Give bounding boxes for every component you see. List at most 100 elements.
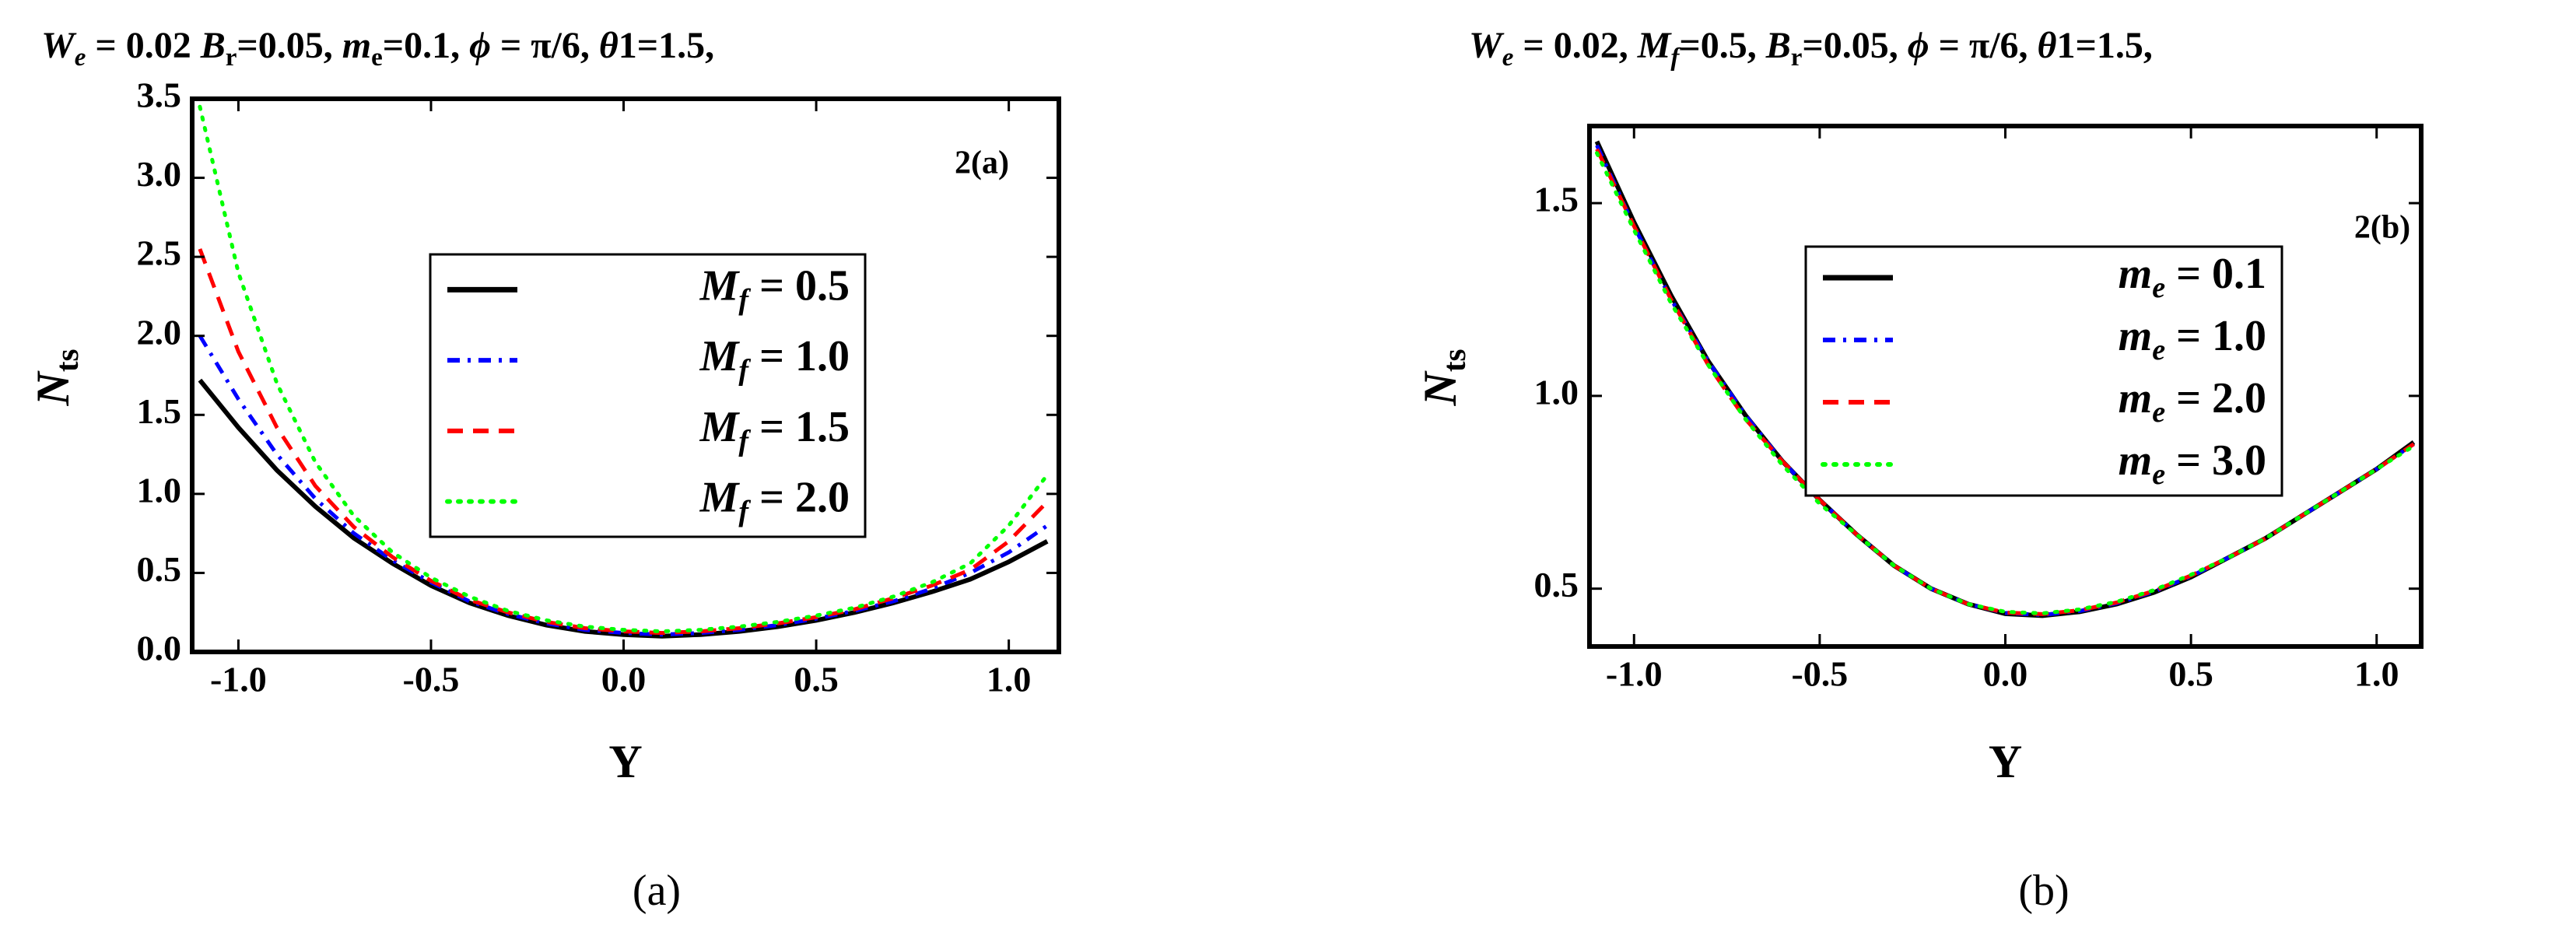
text-segment: = 0.1 xyxy=(2165,250,2266,298)
text-segment: ϕ xyxy=(469,25,491,66)
text-segment: e xyxy=(1502,44,1514,72)
text-segment: B xyxy=(200,25,226,66)
legend-box xyxy=(429,253,867,538)
legend-label: Mf = 1.0 xyxy=(699,332,850,387)
text-segment: m xyxy=(2119,436,2153,485)
x-tick-label: 0.5 xyxy=(2168,654,2213,694)
text-segment: = 1.0 xyxy=(748,332,850,380)
text-segment: e xyxy=(2152,396,2165,429)
text-segment: = 2.0 xyxy=(2165,374,2266,422)
y-tick-label: 1.5 xyxy=(1534,180,1579,219)
text-segment: f xyxy=(1670,44,1681,72)
text-segment: W xyxy=(1469,25,1505,66)
y-axis-label: Nts xyxy=(27,349,86,407)
x-tick-label: 0.0 xyxy=(1983,654,2028,694)
x-tick-label: 0.0 xyxy=(601,660,647,699)
legend-box xyxy=(1804,245,2283,497)
panel-annotation: 2(a) xyxy=(955,145,1009,181)
text-segment: θ xyxy=(2038,25,2057,66)
text-segment: N xyxy=(1414,370,1466,406)
data-line xyxy=(198,248,1049,636)
panel-caption: (a) xyxy=(633,867,681,915)
text-segment: =0.05, xyxy=(1802,25,1907,66)
legend-label: me = 0.1 xyxy=(2119,250,2266,304)
y-tick-label: 1.5 xyxy=(137,391,182,431)
text-segment: e xyxy=(371,44,383,72)
x-axis-label: Y xyxy=(1989,736,2022,787)
text-segment: r xyxy=(226,44,237,72)
text-segment: W xyxy=(41,25,77,66)
text-segment: e xyxy=(75,44,86,72)
text-segment: e xyxy=(2152,272,2165,304)
text-segment: M xyxy=(699,332,741,380)
text-segment: m xyxy=(2119,312,2153,360)
text-segment: =0.5, xyxy=(1679,25,1765,66)
text-segment: = 1.5 xyxy=(748,403,850,451)
text-segment: f xyxy=(738,425,751,457)
text-segment: M xyxy=(1637,25,1673,66)
text-segment: ts xyxy=(1436,349,1472,373)
x-tick-label: -1.0 xyxy=(210,660,267,699)
data-line xyxy=(198,104,1050,634)
legend-label: me = 1.0 xyxy=(2119,312,2266,366)
panel: We = 0.02, Mf=0.5, Br=0.05, ϕ = π/6, θ1=… xyxy=(1414,25,2424,915)
text-segment: M xyxy=(699,261,741,310)
legend-label: Mf = 0.5 xyxy=(699,261,850,316)
text-segment: e xyxy=(2152,334,2165,366)
y-tick-label: 1.0 xyxy=(137,470,182,510)
text-segment: N xyxy=(27,370,79,406)
text-segment: m xyxy=(342,25,371,66)
data-line xyxy=(1595,151,2416,615)
y-tick-label: 0.0 xyxy=(137,629,182,668)
x-tick-label: 1.0 xyxy=(2354,654,2399,694)
text-segment: f xyxy=(738,495,751,527)
text-segment: =0.05, xyxy=(237,25,342,66)
legend-label: me = 2.0 xyxy=(2119,374,2266,429)
y-tick-label: 3.0 xyxy=(137,154,182,194)
text-segment: = 0.02 xyxy=(86,25,200,66)
x-tick-label: -0.5 xyxy=(1791,654,1848,694)
y-tick-label: 3.5 xyxy=(137,75,182,115)
legend-label: Mf = 2.0 xyxy=(699,473,850,527)
chart-title: We = 0.02 Br=0.05, me=0.1, ϕ = π/6, θ1=1… xyxy=(41,25,714,72)
data-line xyxy=(198,378,1049,639)
y-axis-label: Nts xyxy=(1414,349,1473,407)
legend-label: me = 3.0 xyxy=(2119,436,2266,491)
panel: We = 0.02 Br=0.05, me=0.1, ϕ = π/6, θ1=1… xyxy=(27,25,1061,915)
y-tick-label: 0.5 xyxy=(1534,565,1579,604)
text-segment: r xyxy=(1791,44,1803,72)
text-segment: = 0.02, xyxy=(1513,25,1637,66)
y-tick-label: 1.0 xyxy=(1534,372,1579,412)
text-segment: e xyxy=(2152,458,2165,491)
text-segment: ϕ xyxy=(1908,25,1929,66)
panel-annotation: 2(b) xyxy=(2354,210,2410,246)
text-segment: = π/6, xyxy=(1929,25,2038,66)
x-tick-label: -0.5 xyxy=(403,660,460,699)
legend-label: Mf = 1.5 xyxy=(699,403,850,457)
data-line xyxy=(1595,144,2415,617)
text-segment: B xyxy=(1765,25,1791,66)
data-line xyxy=(198,335,1049,637)
text-segment: = 3.0 xyxy=(2165,436,2266,485)
text-segment: =0.1, xyxy=(383,25,469,66)
text-segment: M xyxy=(699,473,741,521)
text-segment: 1=1.5, xyxy=(2056,25,2152,66)
text-segment: m xyxy=(2119,374,2153,422)
y-tick-label: 0.5 xyxy=(137,549,182,589)
x-axis-label: Y xyxy=(608,736,642,787)
text-segment: = 1.0 xyxy=(2165,312,2266,360)
chart-title: We = 0.02, Mf=0.5, Br=0.05, ϕ = π/6, θ1=… xyxy=(1469,25,2153,72)
plot-frame xyxy=(190,96,1061,654)
y-tick-label: 2.5 xyxy=(137,233,182,273)
text-segment: θ xyxy=(599,25,619,66)
text-segment: M xyxy=(699,403,741,451)
x-tick-label: 0.5 xyxy=(794,660,839,699)
panel-caption: (b) xyxy=(2018,867,2069,915)
text-segment: ts xyxy=(49,349,85,373)
text-segment: = 0.5 xyxy=(748,261,850,310)
text-segment: f xyxy=(738,283,751,316)
text-segment: = 2.0 xyxy=(748,473,850,521)
x-tick-label: -1.0 xyxy=(1606,654,1663,694)
